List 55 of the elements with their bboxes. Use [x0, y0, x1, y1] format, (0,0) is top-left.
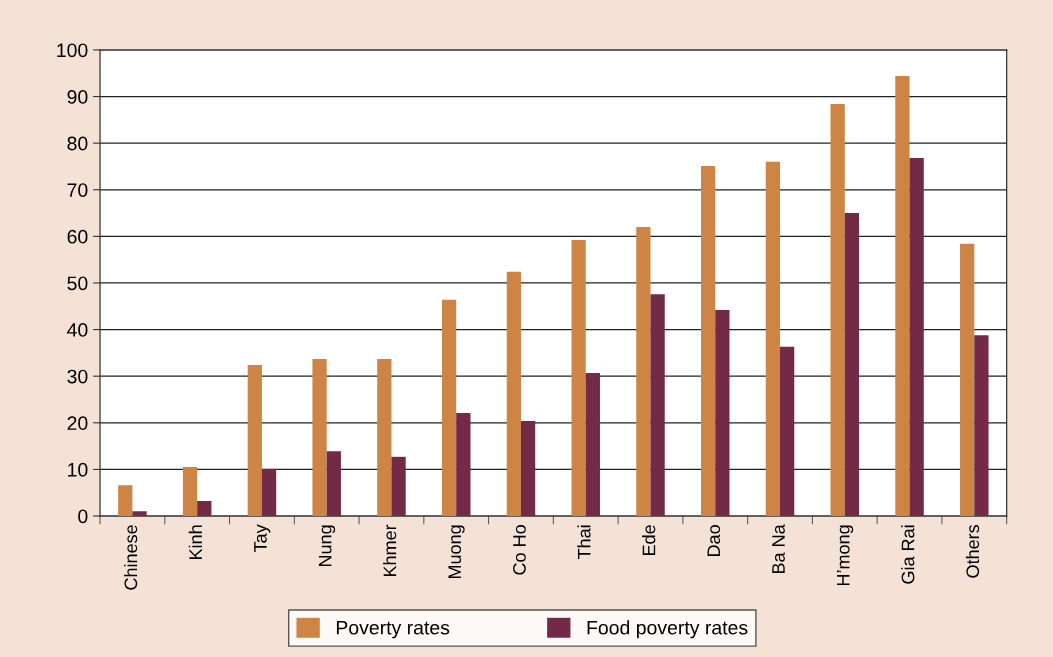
x-tick-label: Muong — [448, 525, 465, 579]
bar — [261, 468, 277, 517]
bar — [118, 485, 133, 517]
y-tick-label: 40 — [67, 323, 88, 337]
bar — [506, 271, 521, 517]
y-tick-label: 50 — [67, 276, 88, 291]
y-tick-label: 60 — [67, 229, 88, 244]
bar — [960, 243, 975, 517]
bar — [391, 456, 406, 517]
y-tick-label: 100 — [57, 43, 88, 58]
x-tick-label: H’mong — [837, 525, 854, 586]
bar — [197, 501, 212, 517]
y-tick-label: 90 — [67, 90, 88, 104]
bar — [377, 358, 392, 517]
bar — [844, 213, 860, 517]
x-tick-label: Khmer — [383, 524, 397, 577]
x-tick-label: Co Ho — [513, 525, 526, 575]
y-tick-label: 10 — [68, 462, 88, 477]
bar — [830, 104, 845, 517]
x-tick-label: Nung — [318, 525, 336, 567]
bar — [571, 240, 586, 517]
x-tick-label: Ba Na — [772, 524, 785, 574]
bar — [780, 346, 795, 517]
bar — [585, 372, 600, 517]
bar — [456, 413, 471, 517]
bar — [132, 511, 147, 517]
x-tick-label: Ede — [642, 525, 656, 555]
x-tick-label: Kinh — [188, 525, 202, 559]
x-tick-label: Dao — [707, 525, 721, 556]
x-tick-label: Tay — [254, 524, 271, 553]
bar — [701, 165, 716, 517]
x-tick-label: Gia Rai — [901, 525, 915, 584]
bar — [765, 161, 781, 517]
x-tick-label: Thai — [577, 525, 591, 560]
x-tick-label: Others — [965, 524, 980, 578]
bar — [312, 358, 327, 517]
y-tick-label: 70 — [67, 183, 88, 197]
bar — [636, 227, 651, 517]
bar — [326, 451, 341, 517]
bar — [650, 294, 665, 517]
bar — [520, 420, 536, 517]
bar — [182, 467, 198, 517]
y-tick-label: 0 — [78, 509, 88, 524]
bar — [974, 335, 989, 517]
bar — [441, 299, 457, 517]
y-tick-label: 80 — [67, 136, 88, 151]
x-tick-label: Chinese — [124, 525, 138, 590]
y-tick-label: 30 — [67, 369, 88, 384]
bar — [909, 158, 924, 517]
bar — [247, 365, 262, 517]
bar — [715, 310, 730, 517]
legend-label: Food poverty rates — [587, 620, 748, 639]
bar — [895, 76, 910, 517]
legend-label: Poverty rates — [336, 620, 450, 639]
y-tick-label: 20 — [67, 416, 88, 431]
